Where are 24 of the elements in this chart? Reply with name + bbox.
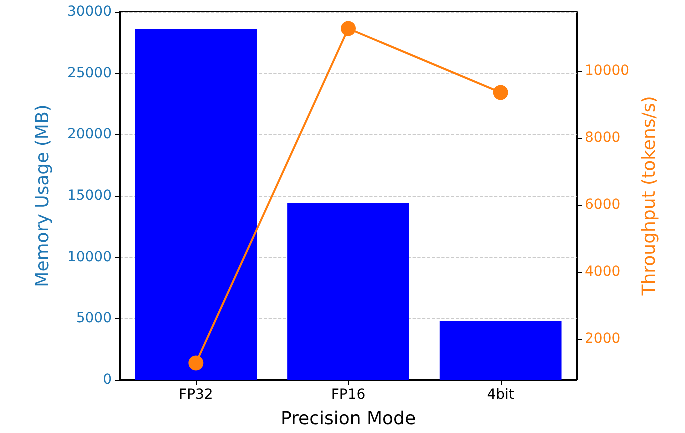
y2-tick-label: 6000 <box>585 196 621 213</box>
point <box>341 21 356 36</box>
y2-tick-label: 8000 <box>585 130 621 146</box>
point <box>493 85 508 100</box>
y-tick-label: 10000 <box>67 249 112 266</box>
y2-tick-label: 2000 <box>585 330 621 347</box>
y-axis-title: Memory Usage (MB) <box>32 104 54 288</box>
bar <box>135 29 258 380</box>
x-tick-label: FP16 <box>331 387 366 403</box>
x-tick-label: FP32 <box>179 387 214 403</box>
point <box>188 356 204 371</box>
y2-axis-title: Throughput (tokens/s) <box>638 96 660 297</box>
bar <box>288 203 410 380</box>
x-axis-title: Precision Mode <box>280 408 416 430</box>
y-tick-label: 25000 <box>67 65 112 82</box>
y-tick-label: 20000 <box>67 126 112 143</box>
y-tick-label: 15000 <box>67 188 112 204</box>
x-tick-label: 4bit <box>487 387 515 403</box>
bar <box>440 321 562 380</box>
y2-tick-label: 10000 <box>585 62 630 79</box>
y-tick-label: 0 <box>103 372 112 388</box>
y-tick-label: 30000 <box>67 4 112 20</box>
y2-tick-label: 4000 <box>585 264 621 280</box>
y-tick-label: 5000 <box>76 310 112 327</box>
